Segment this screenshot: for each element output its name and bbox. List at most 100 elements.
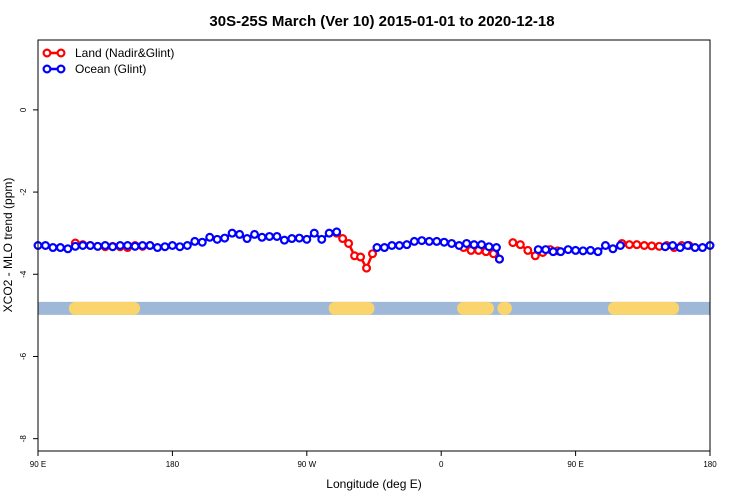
series-ocean-point bbox=[160, 242, 170, 252]
series-ocean-point bbox=[115, 241, 125, 251]
legend-item-land: Land (Nadir&Glint) bbox=[42, 46, 174, 60]
series-ocean-point bbox=[690, 243, 700, 253]
x-axis-label: Longitude (deg E) bbox=[326, 477, 421, 491]
series-ocean-point bbox=[63, 244, 73, 254]
series-ocean-point bbox=[432, 236, 442, 246]
y-tick-label: -8 bbox=[19, 435, 28, 443]
series-ocean-point bbox=[294, 233, 304, 243]
y-tick-label: -4 bbox=[19, 270, 28, 278]
series-ocean-point bbox=[571, 245, 581, 255]
series-ocean-point bbox=[182, 241, 192, 251]
series-land-point bbox=[632, 240, 642, 250]
series-ocean-point bbox=[424, 236, 434, 246]
series-ocean-point bbox=[394, 241, 404, 251]
series-ocean-point bbox=[324, 228, 334, 238]
series-ocean-point bbox=[70, 241, 80, 251]
series-land-point bbox=[639, 241, 649, 251]
series-land-point bbox=[338, 234, 348, 244]
series-ocean-point bbox=[272, 231, 282, 241]
series-ocean-point bbox=[55, 243, 65, 253]
series-ocean-point bbox=[600, 241, 610, 251]
series-ocean-point bbox=[205, 232, 215, 242]
series-ocean-point bbox=[469, 240, 479, 250]
series-ocean-point bbox=[494, 254, 504, 264]
series-ocean-point bbox=[593, 247, 603, 257]
x-tick-label: 180 bbox=[703, 460, 717, 469]
series-ocean-point bbox=[130, 241, 140, 251]
series-ocean-point bbox=[93, 241, 103, 251]
y-tick-label: 0 bbox=[19, 107, 28, 112]
series-ocean-point bbox=[439, 237, 449, 247]
series-ocean-point bbox=[108, 242, 118, 252]
series-ocean-point bbox=[242, 234, 252, 244]
series-ocean-point bbox=[257, 232, 267, 242]
series-ocean-point bbox=[491, 243, 501, 253]
series-ocean-point bbox=[190, 236, 200, 246]
series-layer bbox=[33, 227, 715, 273]
series-land-point bbox=[647, 241, 657, 251]
series-ocean-point bbox=[608, 244, 618, 254]
x-tick-label: 0 bbox=[439, 460, 444, 469]
series-ocean-point bbox=[578, 246, 588, 256]
legend-marker bbox=[56, 48, 66, 58]
series-ocean-point bbox=[279, 235, 289, 245]
series-ocean-point bbox=[563, 245, 573, 255]
series-ocean-point bbox=[541, 245, 551, 255]
y-axis: 0 -2 -4 -6 -8 bbox=[19, 107, 38, 442]
series-ocean-point bbox=[372, 243, 382, 253]
series-ocean-point bbox=[533, 245, 543, 255]
series-ocean-point bbox=[477, 240, 487, 250]
series-ocean-point bbox=[235, 229, 245, 239]
series-ocean-point bbox=[212, 234, 222, 244]
series-ocean-point bbox=[138, 241, 148, 251]
legend-item-ocean: Ocean (Glint) bbox=[42, 62, 146, 76]
series-ocean-point bbox=[660, 242, 670, 252]
series-ocean-point bbox=[197, 237, 207, 247]
legend-label: Ocean (Glint) bbox=[75, 62, 146, 76]
series-ocean-point bbox=[78, 241, 88, 251]
series-ocean-point bbox=[250, 229, 260, 239]
series-land-point bbox=[624, 240, 634, 250]
series-ocean-point bbox=[40, 241, 50, 251]
series-ocean-point bbox=[484, 242, 494, 252]
x-tick-label: 180 bbox=[166, 460, 180, 469]
series-ocean-point bbox=[447, 238, 457, 248]
series-ocean-point bbox=[548, 247, 558, 257]
series-ocean-point bbox=[309, 228, 319, 238]
x-axis: 90 E 180 90 W 0 90 E 180 bbox=[30, 451, 717, 469]
series-ocean-point bbox=[683, 241, 693, 251]
series-ocean-point bbox=[264, 231, 274, 241]
chart-title: 30S-25S March (Ver 10) 2015-01-01 to 202… bbox=[209, 13, 554, 30]
series-land-point bbox=[362, 263, 372, 273]
series-land-point bbox=[515, 240, 525, 250]
series-ocean-point bbox=[175, 242, 185, 252]
series-ocean-point bbox=[698, 243, 708, 253]
series-ocean-point bbox=[227, 228, 237, 238]
series-ocean-point bbox=[220, 233, 230, 243]
legend-label: Land (Nadir&Glint) bbox=[75, 46, 174, 60]
plot-frame bbox=[37, 39, 711, 452]
series-land-point bbox=[508, 238, 518, 248]
series-ocean-point bbox=[402, 240, 412, 250]
series-ocean-point bbox=[123, 241, 133, 251]
series-ocean-point bbox=[317, 234, 327, 244]
series-ocean-point bbox=[85, 241, 95, 251]
series-ocean-point bbox=[332, 227, 342, 237]
series-ocean-point bbox=[167, 241, 177, 251]
series-land-point bbox=[344, 238, 354, 248]
legend-marker bbox=[56, 64, 66, 74]
legend-marker bbox=[42, 64, 52, 74]
series-ocean-point bbox=[302, 234, 312, 244]
x-tick-label: 90 E bbox=[567, 460, 583, 469]
series-ocean-point bbox=[287, 234, 297, 244]
series-ocean-point bbox=[586, 245, 596, 255]
series-ocean-point bbox=[462, 238, 472, 248]
series-ocean-point bbox=[556, 247, 566, 257]
series-ocean-point bbox=[417, 236, 427, 246]
y-tick-label: -6 bbox=[19, 352, 28, 360]
series-ocean-point bbox=[152, 243, 162, 253]
legend: Land (Nadir&Glint) Ocean (Glint) bbox=[42, 46, 174, 76]
series-ocean-point bbox=[668, 241, 678, 251]
series-land-point bbox=[523, 245, 533, 255]
